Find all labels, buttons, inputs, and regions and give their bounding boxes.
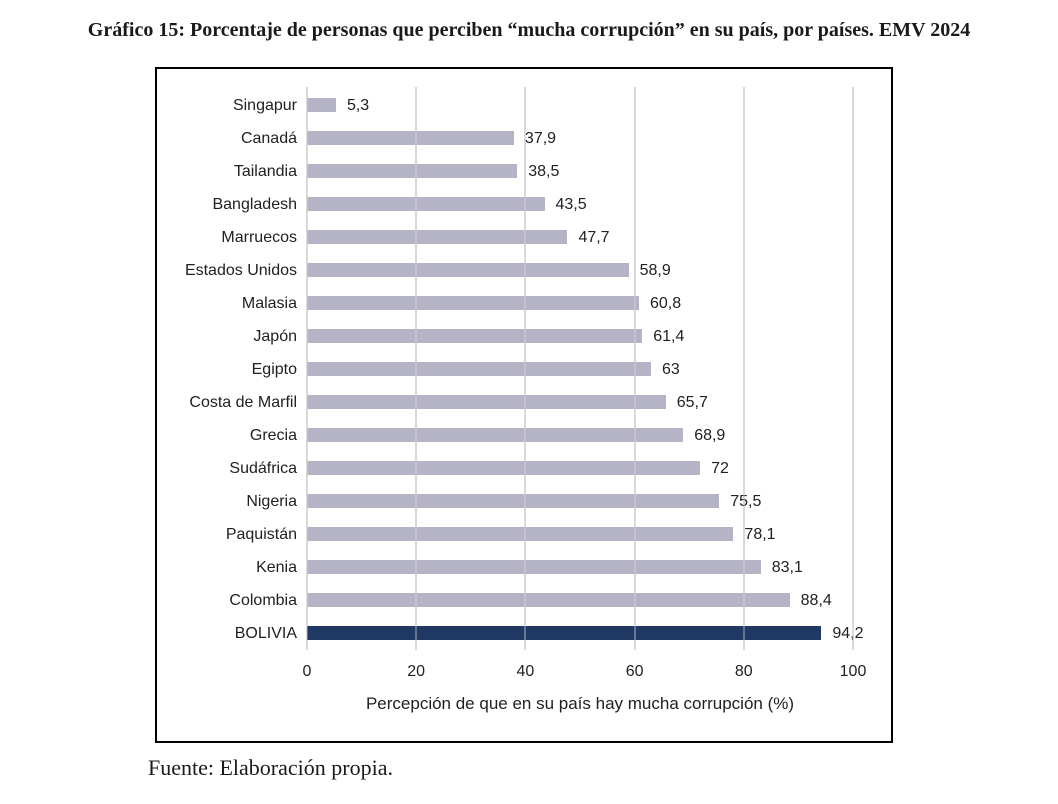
bar-row: Nigeria 75,5 xyxy=(157,485,891,518)
bar xyxy=(307,527,734,541)
x-tick-label: 40 xyxy=(516,663,535,680)
category-label: Sudáfrica xyxy=(229,460,297,477)
bar-row: Bangladesh 43,5 xyxy=(157,188,891,221)
bar-row: Colombia 88,4 xyxy=(157,584,891,617)
bar xyxy=(307,461,701,475)
bar-row: Kenia 83,1 xyxy=(157,551,891,584)
value-label: 68,9 xyxy=(694,427,726,444)
bar-row: Malasia 60,8 xyxy=(157,287,891,320)
bar-row: Paquistán 78,1 xyxy=(157,518,891,551)
x-tick-label: 80 xyxy=(734,663,753,680)
x-tick-label: 0 xyxy=(302,663,312,680)
value-label: 65,7 xyxy=(676,394,708,411)
category-label: Malasia xyxy=(241,295,297,312)
source-note: Fuente: Elaboración propia. xyxy=(148,755,393,780)
chart-frame: Singapur 5,3 Canadá 37,9 Tailandia 38,5 Bangla… xyxy=(155,67,893,743)
category-label: Singapur xyxy=(232,97,297,114)
x-tick-label: 60 xyxy=(625,663,644,680)
bar-row: Singapur 5,3 xyxy=(157,89,891,122)
value-label: 75,5 xyxy=(730,493,762,510)
value-label: 94,2 xyxy=(832,625,864,642)
value-label: 58,9 xyxy=(639,262,671,279)
category-label: Paquistán xyxy=(225,526,297,543)
bar-row: BOLIVIA 94,2 xyxy=(157,617,891,650)
bar-row: Marruecos 47,7 xyxy=(157,221,891,254)
bar xyxy=(307,395,666,409)
value-label: 88,4 xyxy=(800,592,832,609)
bar-row: Japón 61,4 xyxy=(157,320,891,353)
value-label: 78,1 xyxy=(744,526,776,543)
bar-row: Grecia 68,9 xyxy=(157,419,891,452)
bar xyxy=(307,494,720,508)
bar-highlight xyxy=(307,626,822,640)
category-label: Tailandia xyxy=(233,163,297,180)
value-label: 61,4 xyxy=(653,328,685,345)
bar xyxy=(307,296,639,310)
category-label: Costa de Marfil xyxy=(189,394,297,411)
bar-row: Tailandia 38,5 xyxy=(157,155,891,188)
category-label: Egipto xyxy=(251,361,297,378)
category-label: Marruecos xyxy=(221,229,297,246)
bar xyxy=(307,164,518,178)
value-label: 72 xyxy=(711,460,729,477)
value-label: 83,1 xyxy=(771,559,803,576)
x-axis-label: Percepción de que en su país hay mucha c… xyxy=(365,694,795,713)
category-label: Estados Unidos xyxy=(184,262,297,279)
bar-row: Costa de Marfil 65,7 xyxy=(157,386,891,419)
x-tick-label: 100 xyxy=(839,663,867,680)
category-label: BOLIVIA xyxy=(234,625,297,642)
category-label: Canadá xyxy=(240,130,297,147)
bar xyxy=(307,98,336,112)
category-label: Bangladesh xyxy=(212,196,297,213)
chart-title: Gráfico 15: Porcentaje de personas que p… xyxy=(87,19,971,41)
bar-row: Egipto 63 xyxy=(157,353,891,386)
category-label: Nigeria xyxy=(246,493,297,510)
bar xyxy=(307,362,651,376)
bar xyxy=(307,131,514,145)
bar-row: Sudáfrica 72 xyxy=(157,452,891,485)
category-label: Japón xyxy=(253,328,297,345)
bar xyxy=(307,197,545,211)
value-label: 47,7 xyxy=(578,229,610,246)
bar-row: Canadá 37,9 xyxy=(157,122,891,155)
value-label: 37,9 xyxy=(524,130,557,147)
category-label: Colombia xyxy=(229,592,297,609)
category-label: Kenia xyxy=(256,559,297,576)
value-label: 60,8 xyxy=(649,295,682,312)
value-label: 38,5 xyxy=(528,163,560,180)
value-label: 63 xyxy=(661,361,680,378)
value-label: 5,3 xyxy=(346,97,370,114)
value-label: 43,5 xyxy=(555,196,587,213)
bar xyxy=(307,263,629,277)
category-label: Grecia xyxy=(249,427,297,444)
bar xyxy=(307,593,790,607)
bar xyxy=(307,560,761,574)
bar xyxy=(307,329,643,343)
bar xyxy=(307,230,568,244)
bar xyxy=(307,428,684,442)
bars-area: Singapur 5,3 Canadá 37,9 Tailandia 38,5 Bangla… xyxy=(157,89,891,650)
bar-row: Estados Unidos 58,9 xyxy=(157,254,891,287)
x-tick-label: 20 xyxy=(407,663,426,680)
